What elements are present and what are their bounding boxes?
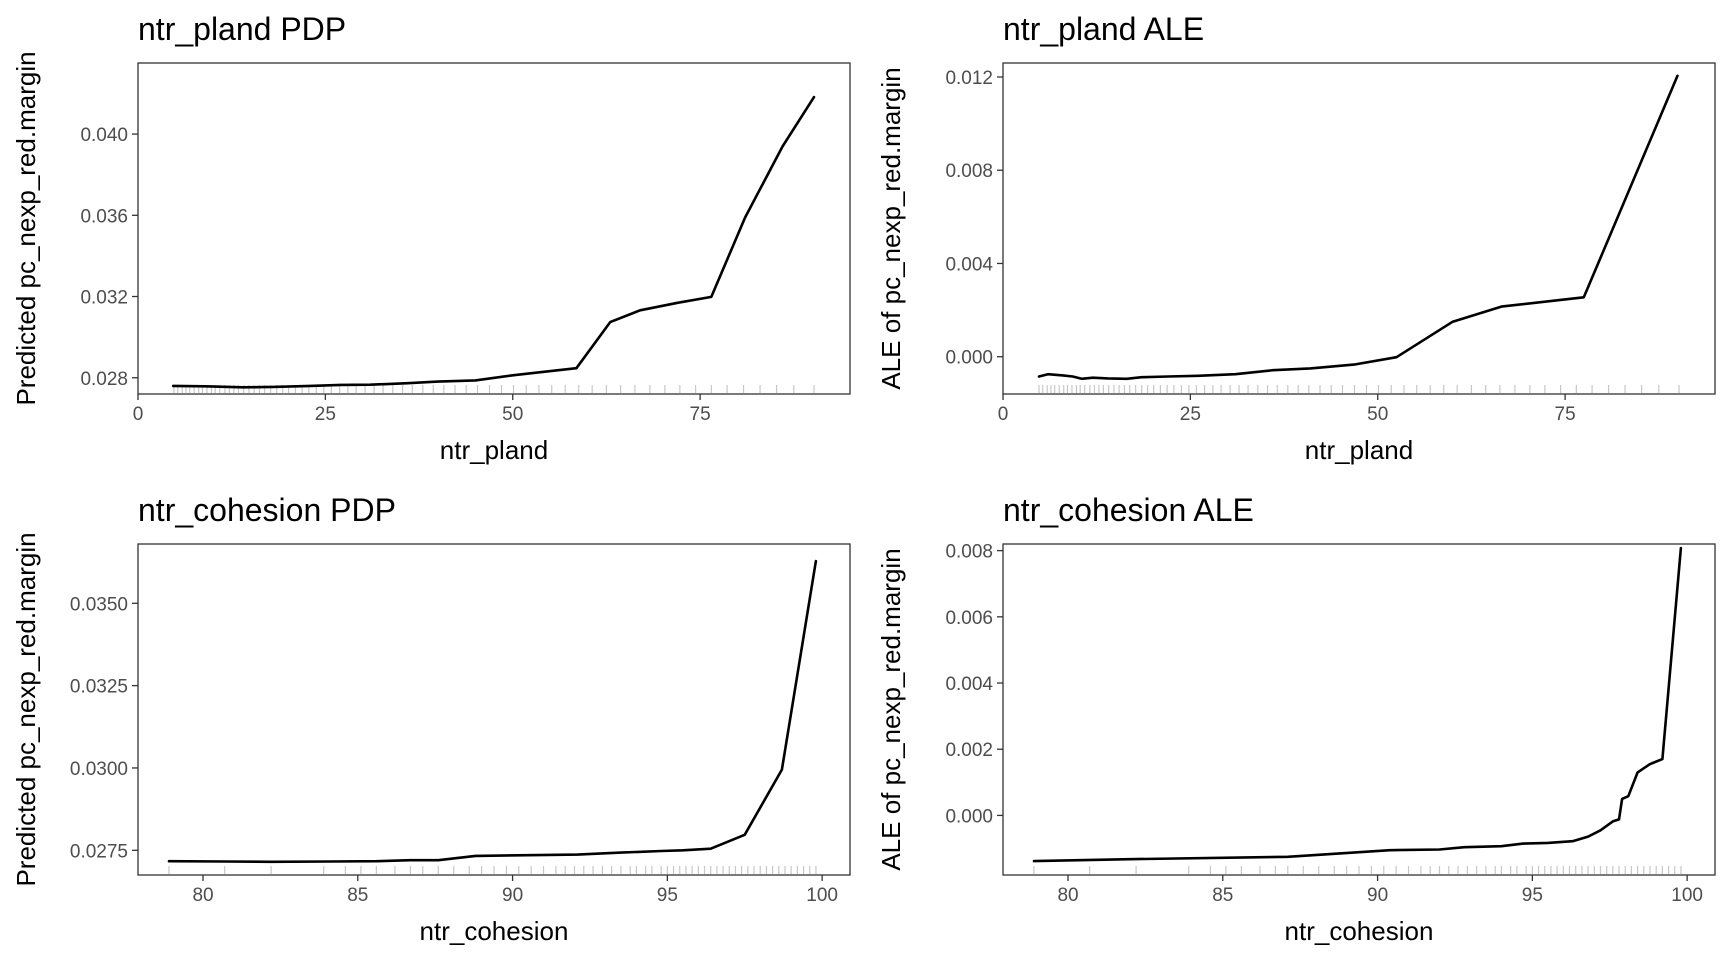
x-tick-label: 0 [133, 404, 144, 425]
y-tick-label: 0.0300 [70, 759, 128, 780]
chart-title: ntr_pland PDP [138, 11, 346, 47]
plot-frame [137, 543, 851, 876]
plot-frame [137, 62, 851, 395]
x-axis-label: ntr_pland [1305, 435, 1413, 465]
y-tick-label: 0.004 [945, 254, 993, 275]
series-line [171, 95, 816, 389]
plot-frame [1002, 62, 1716, 395]
x-tick-label: 75 [1555, 404, 1576, 425]
y-tick-label: 0.0275 [70, 841, 128, 862]
x-tick-label: 95 [657, 885, 678, 906]
y-tick-label: 0.0325 [70, 677, 128, 698]
plot-frame [1002, 543, 1716, 876]
x-tick-label: 80 [192, 885, 213, 906]
x-tick-label: 25 [315, 404, 336, 425]
y-tick-label: 0.036 [80, 206, 128, 227]
x-tick-label: 95 [1522, 885, 1543, 906]
y-tick-label: 0.000 [945, 806, 993, 827]
y-tick-label: 0.002 [945, 740, 993, 761]
x-tick-label: 90 [1367, 885, 1388, 906]
x-tick-label: 75 [690, 404, 711, 425]
x-tick-label: 0 [998, 404, 1009, 425]
y-tick-label: 0.0350 [70, 594, 128, 615]
x-tick-label: 90 [502, 885, 523, 906]
panel-cohesion-pdp: ntr_cohesion PDP 80 85 90 95 100 0.0275 0.0300 0… [11, 492, 851, 946]
x-tick-label: 85 [1212, 885, 1233, 906]
y-tick-label: 0.008 [945, 161, 993, 182]
series-line [167, 559, 818, 864]
x-tick-label: 50 [502, 404, 523, 425]
x-axis-label: ntr_pland [440, 435, 548, 465]
y-tick-label: 0.012 [945, 68, 993, 89]
chart-title: ntr_cohesion PDP [138, 492, 396, 528]
y-axis-label: Predicted pc_nexp_red.margin [11, 532, 41, 886]
y-axis-label: ALE of pc_nexp_red.margin [876, 67, 906, 389]
y-axis-label: Predicted pc_nexp_red.margin [11, 51, 41, 405]
y-tick-label: 0.040 [80, 125, 128, 146]
x-tick-label: 50 [1367, 404, 1388, 425]
series-line [1032, 546, 1683, 863]
chart-title: ntr_cohesion ALE [1003, 492, 1254, 528]
x-tick-label: 25 [1180, 404, 1201, 425]
y-tick-label: 0.004 [945, 674, 993, 695]
panel-pland-ale: ntr_pland ALE 0 25 50 75 0.000 0.004 0.008 0.012… [876, 11, 1716, 465]
y-tick-label: 0.028 [80, 369, 128, 390]
panel-cohesion-ale: ntr_cohesion ALE 80 85 90 95 100 0.000 0.002 0.0… [876, 492, 1716, 946]
y-tick-label: 0.006 [945, 608, 993, 629]
x-tick-label: 100 [1671, 885, 1703, 906]
x-tick-label: 100 [806, 885, 838, 906]
chart-title: ntr_pland ALE [1003, 11, 1204, 47]
y-tick-label: 0.000 [945, 348, 993, 369]
series-line [1037, 74, 1679, 381]
x-tick-label: 80 [1057, 885, 1078, 906]
y-axis-label: ALE of pc_nexp_red.margin [876, 548, 906, 870]
panel-pland-pdp: ntr_pland PDP 0 25 50 75 0.028 0.032 0.036 0.040… [11, 11, 851, 465]
x-axis-label: ntr_cohesion [420, 916, 569, 946]
y-tick-label: 0.032 [80, 288, 128, 309]
x-axis-label: ntr_cohesion [1285, 916, 1434, 946]
y-tick-label: 0.008 [945, 542, 993, 563]
x-tick-label: 85 [347, 885, 368, 906]
